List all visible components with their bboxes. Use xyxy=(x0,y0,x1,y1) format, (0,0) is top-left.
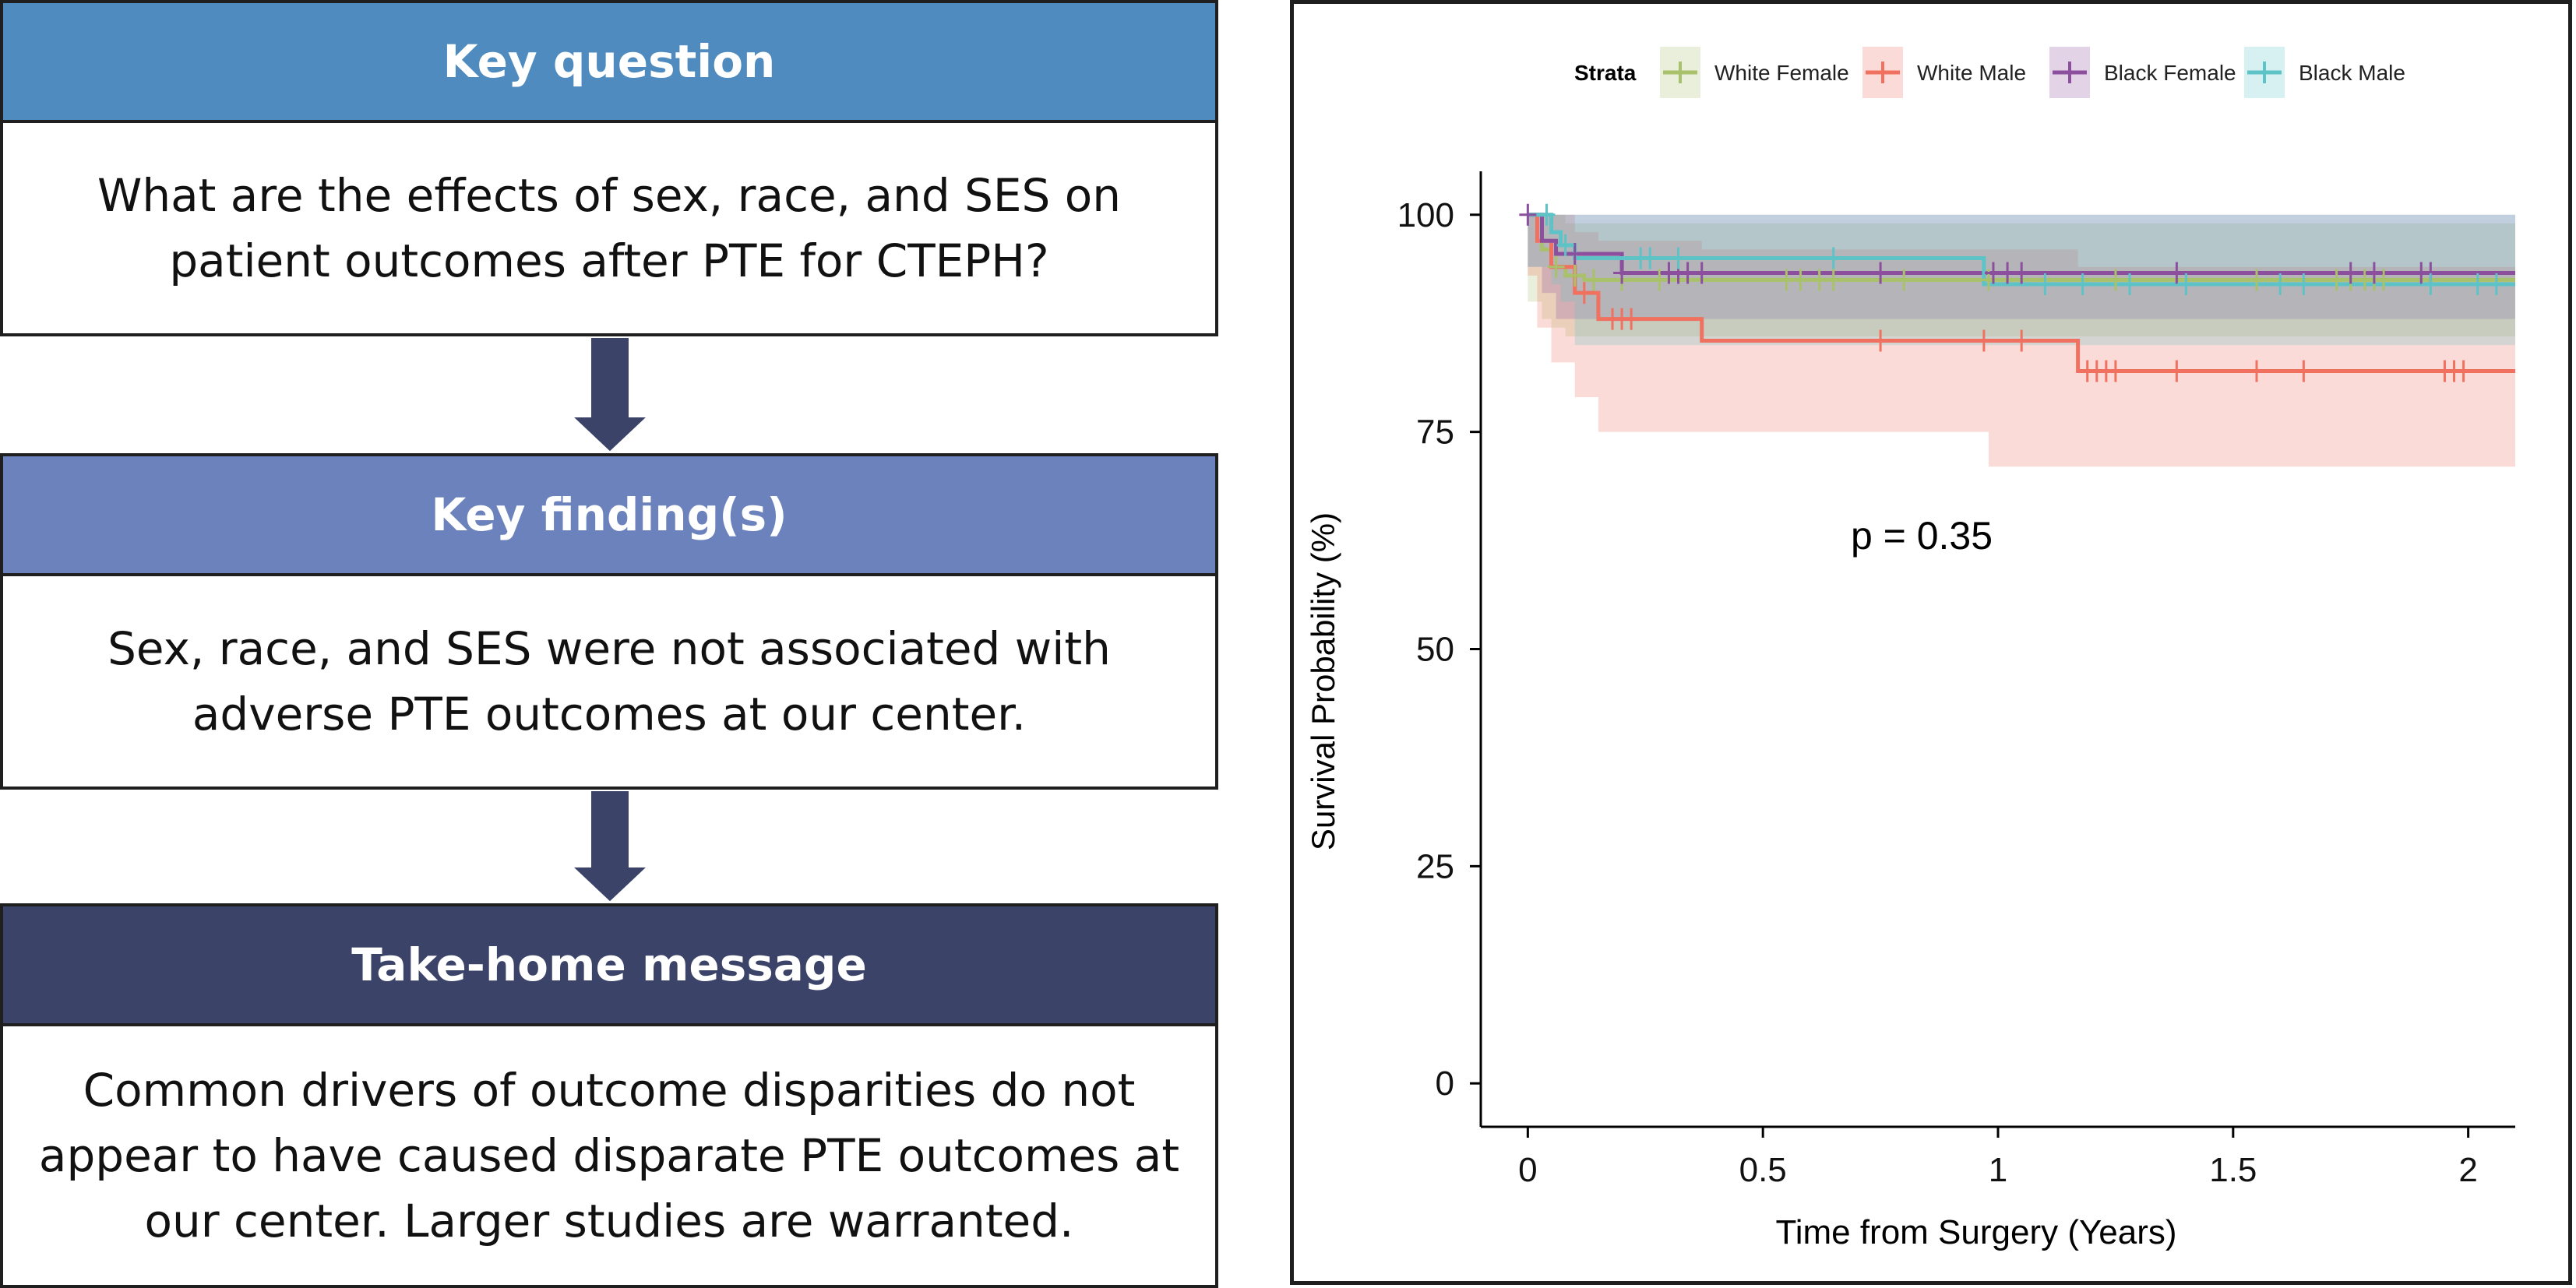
censor-mark-black-female xyxy=(2013,262,2031,284)
censor-mark-white-female xyxy=(1792,269,1810,291)
key-finding-box: Sex, race, and SES were not associated w… xyxy=(0,576,1218,790)
censor-mark-black-male xyxy=(2074,273,2091,296)
censor-mark-black-female xyxy=(2168,262,2186,284)
x-tick-label: 2 xyxy=(2458,1151,2477,1189)
legend-item-black-female: Black Female xyxy=(2049,47,2236,98)
key-finding-title: Key finding(s) xyxy=(431,488,788,541)
censor-mark-white-male xyxy=(2013,329,2031,352)
censor-mark-black-female xyxy=(1613,262,1631,284)
censor-mark-black-male xyxy=(2295,273,2313,296)
summary-panel: Key question What are the effects of sex… xyxy=(0,0,1223,1288)
censor-mark-white-female xyxy=(1824,269,1842,291)
censor-mark-black-male xyxy=(2487,273,2505,296)
key-question-title: Key question xyxy=(442,35,776,88)
take-home-title: Take-home message xyxy=(351,938,867,991)
key-question-box: What are the effects of sex, race, and S… xyxy=(0,123,1218,336)
censor-mark-black-male xyxy=(2177,273,2195,296)
legend-item-white-male: White Male xyxy=(1862,47,2026,98)
censor-mark-black-male xyxy=(2271,273,2289,296)
censor-mark-black-male xyxy=(2422,273,2440,296)
censor-mark-black-female xyxy=(1693,262,1711,284)
legend-label: White Male xyxy=(1917,61,2026,85)
censor-mark-black-female xyxy=(2342,262,2359,284)
legend-label: Black Female xyxy=(2104,61,2236,85)
censor-mark-black-male xyxy=(1641,247,1659,269)
x-tick-label: 0.5 xyxy=(1739,1151,1787,1189)
y-tick-label: 100 xyxy=(1397,196,1454,234)
censor-mark-black-male xyxy=(2121,273,2139,296)
censor-mark-white-female xyxy=(1584,269,1602,291)
censor-mark-white-male xyxy=(2454,360,2472,382)
censor-mark-black-male xyxy=(1556,234,1574,256)
censor-mark-white-male xyxy=(1623,308,1640,330)
x-tick-label: 0 xyxy=(1518,1151,1537,1189)
y-axis-label: Survival Probability (%) xyxy=(1305,512,1341,850)
key-question-header: Key question xyxy=(0,0,1218,123)
censor-mark-white-male xyxy=(1975,329,1993,352)
x-axis-label: Time from Surgery (Years) xyxy=(1775,1213,2176,1251)
y-tick-label: 50 xyxy=(1416,631,1454,669)
key-question-text: What are the effects of sex, race, and S… xyxy=(97,169,1122,287)
censor-mark-white-male xyxy=(2106,360,2124,382)
p-value-annotation: p = 0.35 xyxy=(1851,514,1993,558)
x-tick-label: 1 xyxy=(1989,1151,2007,1189)
censor-mark-black-male xyxy=(2469,273,2486,296)
arrow-down-icon xyxy=(570,336,650,453)
censor-mark-black-female xyxy=(2365,262,2383,284)
legend-title: Strata xyxy=(1574,61,1637,85)
censor-mark-black-female xyxy=(1566,242,1584,265)
censor-mark-black-male xyxy=(1669,247,1687,269)
take-home-box: Common drivers of outcome disparities do… xyxy=(0,1026,1218,1288)
take-home-text: Common drivers of outcome disparities do… xyxy=(38,1064,1180,1248)
censor-mark-white-female xyxy=(1566,264,1584,287)
censor-mark-white-female xyxy=(2374,269,2392,291)
censor-mark-white-female xyxy=(1895,269,1913,291)
censor-mark-white-female xyxy=(2106,269,2124,291)
y-tick-label: 0 xyxy=(1436,1065,1454,1103)
key-finding-text: Sex, race, and SES were not associated w… xyxy=(107,622,1111,741)
take-home-header: Take-home message xyxy=(0,903,1218,1026)
censor-mark-white-male xyxy=(1575,282,1593,304)
legend: Strata White Female White Male Black Femal… xyxy=(1574,47,2405,98)
axes: 0 25 50 75 100 0 0.5 1 1.5 2 xyxy=(1397,171,2515,1189)
legend-label: Black Male xyxy=(2299,61,2405,85)
y-tick-label: 75 xyxy=(1416,413,1454,452)
censor-mark-white-male xyxy=(2295,360,2313,382)
censor-mark-white-male xyxy=(2168,360,2186,382)
survival-chart: Strata White Female White Male Black Femal… xyxy=(1305,47,2515,1251)
censor-mark-white-male xyxy=(1872,329,1890,352)
censor-mark-white-female xyxy=(1547,255,1565,278)
censor-mark-black-female xyxy=(1519,203,1537,226)
censor-mark-black-male xyxy=(1538,203,1556,226)
censor-mark-white-female xyxy=(2248,269,2265,291)
legend-item-white-female: White Female xyxy=(1660,47,1849,98)
censor-mark-white-male xyxy=(2248,360,2265,382)
chart-panel: Strata White Female White Male Black Femal… xyxy=(1290,0,2572,1285)
censor-mark-white-female xyxy=(1651,269,1669,291)
censor-mark-black-male xyxy=(2036,273,2054,296)
y-tick-label: 25 xyxy=(1416,847,1454,885)
censor-mark-black-female xyxy=(1872,262,1890,284)
arrow-down-icon xyxy=(570,790,650,903)
legend-item-black-male: Black Male xyxy=(2244,47,2405,98)
x-tick-label: 1.5 xyxy=(2209,1151,2257,1189)
censor-mark-black-male xyxy=(1824,247,1842,269)
key-finding-header: Key finding(s) xyxy=(0,453,1218,576)
legend-label: White Female xyxy=(1714,61,1849,85)
